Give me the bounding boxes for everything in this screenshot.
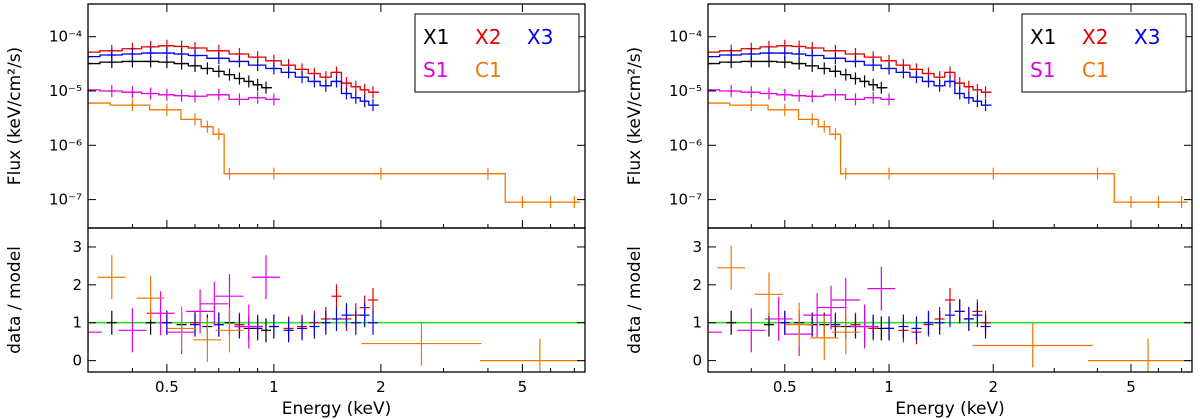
series-C1-step [88,102,581,203]
legend-entry-X2: X2 [1082,25,1108,49]
legend-box [1021,13,1187,93]
x-tick-label: 0.5 [773,378,797,396]
bottom-panel-frame [87,227,586,373]
y-axis-label-bottom: data / model [5,246,25,354]
y-axis-label-top: Flux (keV/cm²/s) [625,47,645,185]
y-tick-label-top: 10⁻⁵ [669,82,702,100]
x-tick-label: 2 [988,378,998,396]
y-tick-label-top: 10⁻⁷ [669,191,702,209]
legend-entry-X1: X1 [423,25,449,49]
legend-entry-X3: X3 [527,25,553,49]
bottom-panel-frame [707,227,1193,373]
legend-entry-X2: X2 [475,25,501,49]
y-tick-label-bottom: 3 [72,238,82,256]
x-axis-label: Energy (keV) [282,399,392,419]
legend-entry-C1: C1 [475,58,502,82]
y-tick-label-top: 10⁻⁵ [49,82,82,100]
legend-entry-S1: S1 [1030,58,1055,82]
x-tick-label: 5 [1126,378,1136,396]
y-tick-label-top: 10⁻⁶ [669,136,702,154]
plot-area [88,39,585,372]
series-X2-step [708,45,992,93]
y-tick-label-top: 10⁻⁴ [49,28,82,46]
legend-entry-X1: X1 [1030,25,1056,49]
series-X2-step [88,45,379,93]
legend-entry-C1: C1 [1082,58,1109,82]
legend-box [414,13,580,93]
x-tick-label: 5 [518,378,528,396]
plot-area [708,39,1192,372]
y-tick-label-bottom: 1 [72,314,82,332]
series-X1-step [88,60,272,89]
series-S1-step [88,89,280,101]
x-tick-label: 1 [884,378,894,396]
y-tick-label-bottom: 2 [72,276,82,294]
y-tick-label-bottom: 2 [692,276,702,294]
series-S1-step [708,89,896,101]
y-tick-label-top: 10⁻⁴ [669,28,702,46]
y-axis-label-top: Flux (keV/cm²/s) [5,47,25,185]
y-tick-label-bottom: 1 [692,314,702,332]
series-X1-step [708,60,888,89]
y-tick-label-top: 10⁻⁷ [49,191,82,209]
y-tick-label-top: 10⁻⁶ [49,136,82,154]
y-tick-label-bottom: 0 [692,352,702,370]
x-tick-label: 1 [269,378,279,396]
legend-entry-X3: X3 [1134,25,1160,49]
legend-entry-S1: S1 [423,58,448,82]
chart-panel-left: 0.5 1 2 5 10⁻⁷ 10⁻⁶ 10⁻⁵ 10⁻⁴ 0 1 2 3 Energy (keV) Fl… [5,3,586,419]
series-C1-step [708,102,1188,203]
chart-panel-right: 0.5 1 2 5 10⁻⁷ 10⁻⁶ 10⁻⁵ 10⁻⁴ 0 1 2 3 Energy (keV) Fl… [625,3,1193,419]
y-tick-label-bottom: 0 [72,352,82,370]
y-tick-label-bottom: 3 [692,238,702,256]
y-axis-label-bottom: data / model [625,246,645,354]
x-axis-label: Energy (keV) [895,399,1005,419]
x-tick-label: 0.5 [155,378,179,396]
x-tick-label: 2 [376,378,386,396]
